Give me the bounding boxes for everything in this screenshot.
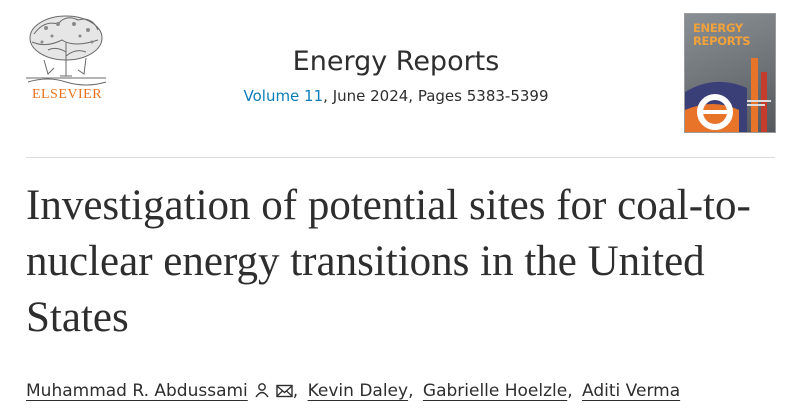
article-title: Investigation of potential sites for coa… — [26, 182, 751, 341]
envelope-icon[interactable] — [276, 380, 293, 406]
elsevier-logo[interactable] — [22, 12, 110, 106]
volume-link[interactable]: Volume 11 — [243, 87, 324, 105]
author-link[interactable]: Muhammad R. Abdussami — [26, 381, 248, 401]
issue-details: , June 2024, Pages 5383-5399 — [323, 87, 549, 105]
author-separator: , — [408, 381, 414, 401]
issue-info: Volume 11, June 2024, Pages 5383-5399 — [200, 86, 592, 106]
elsevier-tree-logo-icon — [26, 15, 107, 86]
publisher-name: ELSEVIER — [31, 87, 103, 102]
author-link[interactable]: Kevin Daley — [307, 381, 409, 401]
author-link[interactable]: Aditi Verma — [582, 381, 681, 401]
cover-artwork — [685, 58, 771, 132]
journal-header: Energy Reports Volume 11, June 2024, Pag… — [200, 44, 592, 106]
header-divider — [26, 157, 775, 158]
journal-title-link[interactable]: Energy Reports — [292, 46, 500, 77]
author-separator: , — [292, 381, 299, 401]
cover-title: ENERGY REPORTS — [693, 21, 751, 48]
author-link[interactable]: Gabrielle Hoelzle — [422, 381, 568, 401]
author-list: Muhammad R. Abdussami, Kevin Daley, Gabr… — [26, 378, 786, 406]
person-icon[interactable] — [254, 380, 270, 406]
author-separator: , — [567, 381, 573, 401]
journal-cover[interactable]: ENERGY REPORTS — [684, 13, 776, 133]
